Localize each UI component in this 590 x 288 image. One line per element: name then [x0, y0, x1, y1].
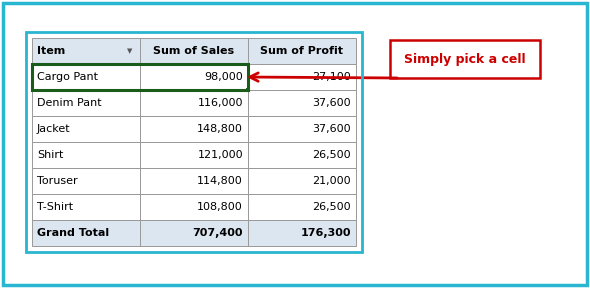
Text: 108,800: 108,800	[197, 202, 243, 212]
Bar	[32, 116, 140, 142]
Text: Sum of Sales: Sum of Sales	[153, 46, 235, 56]
Text: 121,000: 121,000	[198, 150, 243, 160]
Bar	[248, 142, 356, 168]
Bar	[32, 220, 140, 246]
Text: T-Shirt: T-Shirt	[37, 202, 73, 212]
Text: 98,000: 98,000	[204, 72, 243, 82]
Bar	[32, 168, 140, 194]
Text: 116,000: 116,000	[198, 98, 243, 108]
Bar	[32, 64, 140, 90]
Text: Denim Pant: Denim Pant	[37, 98, 101, 108]
Bar	[32, 194, 140, 220]
Text: Grand Total: Grand Total	[37, 228, 109, 238]
Bar	[32, 38, 140, 64]
Bar	[140, 38, 248, 64]
Bar	[140, 142, 248, 168]
Bar	[140, 168, 248, 194]
Text: Simply pick a cell: Simply pick a cell	[404, 52, 526, 65]
Bar	[248, 64, 356, 90]
Text: Cargo Pant: Cargo Pant	[37, 72, 98, 82]
Bar	[248, 90, 356, 116]
Bar	[32, 142, 140, 168]
Bar	[32, 64, 248, 90]
Bar	[248, 116, 356, 142]
Bar	[248, 220, 356, 246]
Text: 176,300: 176,300	[300, 228, 351, 238]
Text: 26,500: 26,500	[312, 202, 351, 212]
Bar	[26, 32, 362, 252]
Bar	[140, 64, 248, 90]
Text: ▼: ▼	[127, 48, 133, 54]
Text: 27,100: 27,100	[312, 72, 351, 82]
Text: Shirt: Shirt	[37, 150, 63, 160]
Bar	[248, 168, 356, 194]
Text: Sum of Profit: Sum of Profit	[261, 46, 343, 56]
Text: 37,600: 37,600	[312, 124, 351, 134]
Bar	[140, 220, 248, 246]
Bar	[248, 38, 356, 64]
Bar	[248, 194, 356, 220]
Bar	[140, 90, 248, 116]
Text: Jacket: Jacket	[37, 124, 71, 134]
Bar	[140, 116, 248, 142]
Bar	[140, 194, 248, 220]
Text: Item: Item	[37, 46, 65, 56]
Text: 114,800: 114,800	[197, 176, 243, 186]
Text: 21,000: 21,000	[312, 176, 351, 186]
Text: 707,400: 707,400	[192, 228, 243, 238]
Bar	[32, 90, 140, 116]
Text: Toruser: Toruser	[37, 176, 78, 186]
FancyBboxPatch shape	[390, 40, 540, 78]
Text: 26,500: 26,500	[312, 150, 351, 160]
Text: 37,600: 37,600	[312, 98, 351, 108]
Bar	[246, 88, 250, 92]
Text: 148,800: 148,800	[197, 124, 243, 134]
